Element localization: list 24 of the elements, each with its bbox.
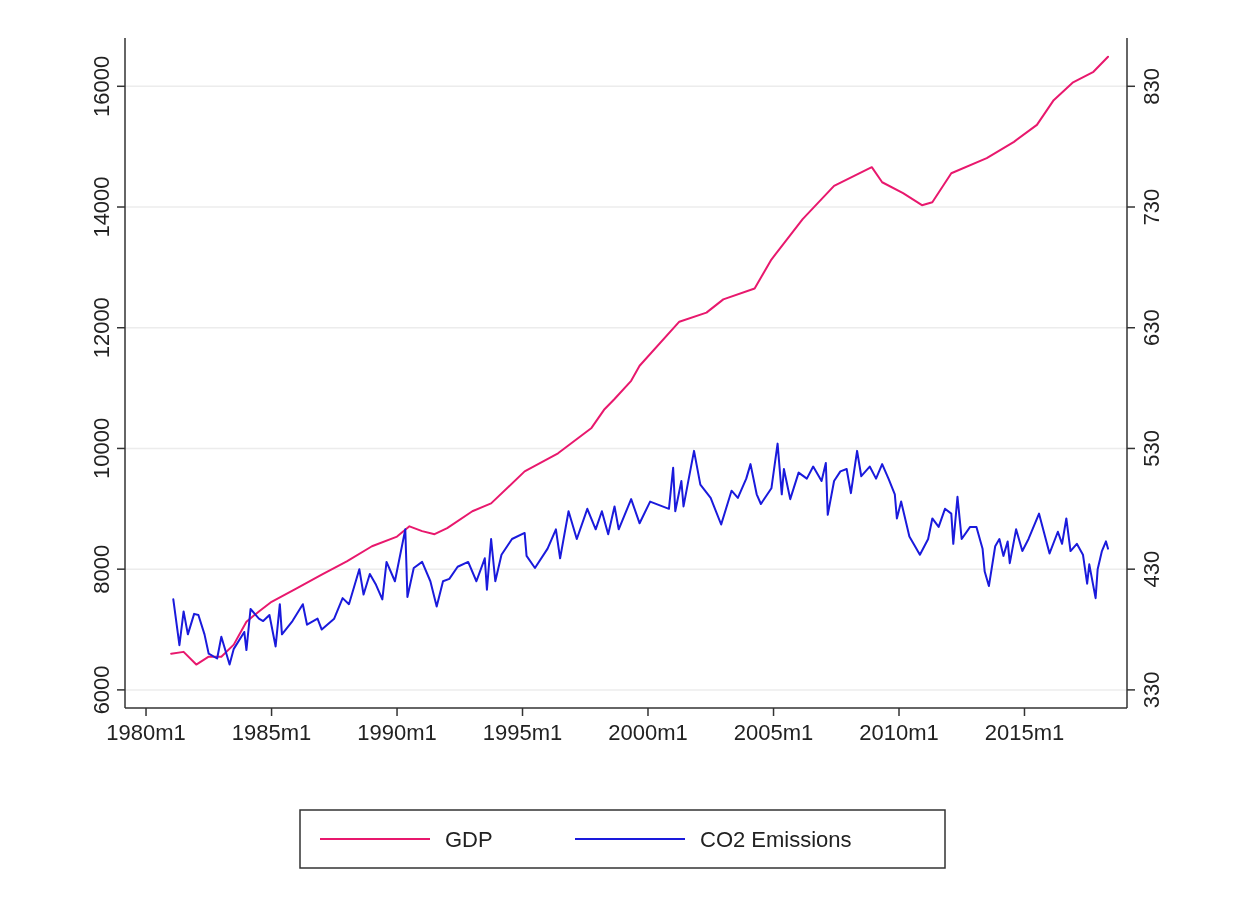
- line-series: [172, 442, 1110, 666]
- legend-label: GDP: [445, 827, 493, 852]
- x-tick-label: 1990m1: [357, 720, 437, 745]
- x-tick-label: 2000m1: [608, 720, 688, 745]
- x-tick-label: 2010m1: [859, 720, 939, 745]
- y-tick-label: 10000: [89, 417, 114, 480]
- y2-tick-label: 430: [1139, 550, 1164, 588]
- y-tick-label: 14000: [89, 176, 114, 238]
- x-tick-label: 1980m1: [106, 720, 186, 745]
- y-tick-label: 8000: [89, 544, 114, 594]
- y-tick-label: 16000: [89, 55, 114, 117]
- y-tick-label: 6000: [89, 665, 114, 715]
- x-tick-label: 1985m1: [231, 720, 312, 745]
- x-tick-label: 2005m1: [733, 720, 814, 745]
- y2-tick-label: 630: [1139, 309, 1164, 347]
- y-tick-label: 12000: [89, 297, 114, 359]
- y2-tick-label: 330: [1139, 671, 1164, 709]
- line-series: [170, 55, 1110, 666]
- legend-label: CO2 Emissions: [700, 827, 852, 852]
- x-tick-label: 1995m1: [482, 720, 563, 745]
- x-tick-label: 2015m1: [984, 720, 1065, 745]
- y2-tick-label: 730: [1139, 188, 1164, 226]
- y2-tick-label: 530: [1139, 430, 1164, 467]
- y2-tick-label: 830: [1139, 67, 1164, 105]
